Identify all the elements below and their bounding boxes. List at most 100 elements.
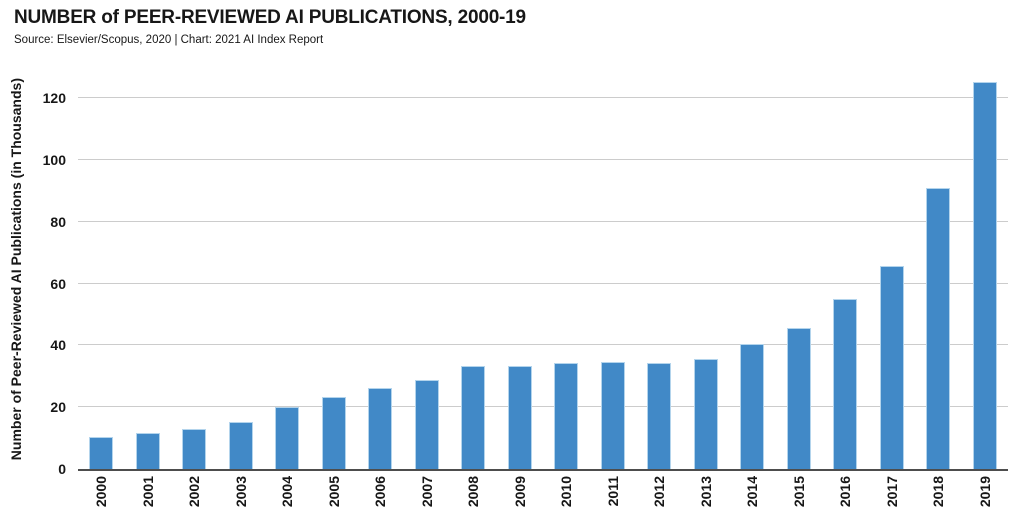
x-tick-slot-2008: 2008 — [450, 476, 497, 526]
x-tick-label-2008: 2008 — [465, 476, 482, 508]
x-tick-slot-2006: 2006 — [357, 476, 404, 526]
x-tick-slot-2013: 2013 — [683, 476, 730, 526]
x-tick-slot-2019: 2019 — [962, 476, 1009, 526]
gridline-60 — [78, 282, 1008, 284]
gridline-100 — [78, 159, 1008, 161]
x-tick-label-2003: 2003 — [232, 476, 249, 508]
bar-2010 — [554, 363, 579, 469]
x-tick-slot-2015: 2015 — [776, 476, 823, 526]
bar-2013 — [693, 359, 718, 469]
y-tick-label-40: 40 — [50, 337, 66, 354]
bar-slot-2018 — [915, 188, 962, 469]
y-tick-label-80: 80 — [50, 213, 66, 230]
bar-slot-2011 — [590, 362, 637, 469]
y-tick-label-120: 120 — [42, 90, 66, 107]
x-tick-label-2012: 2012 — [651, 476, 668, 508]
x-tick-label-2001: 2001 — [139, 476, 156, 508]
bar-slot-2015 — [776, 328, 823, 469]
x-tick-slot-2000: 2000 — [78, 476, 125, 526]
chart-source-caption: Source: Elsevier/Scopus, 2020 | Chart: 2… — [14, 34, 324, 46]
x-tick-label-2015: 2015 — [790, 476, 807, 508]
x-tick-label-2016: 2016 — [837, 476, 854, 508]
bar-2004 — [275, 407, 300, 469]
bar-slot-2019 — [962, 82, 1009, 469]
bar-2018 — [926, 188, 951, 469]
x-tick-slot-2017: 2017 — [869, 476, 916, 526]
x-axis-tick-labels: 2000 2001 2002 2003 2004 2005 2006 2007 2008 2009… — [78, 476, 1008, 526]
bar-2009 — [507, 366, 532, 469]
x-tick-slot-2003: 2003 — [218, 476, 265, 526]
gridline-80 — [78, 220, 1008, 222]
bar-2017 — [879, 266, 904, 469]
x-tick-slot-2001: 2001 — [125, 476, 172, 526]
bar-2016 — [833, 299, 858, 469]
bar-2008 — [461, 366, 486, 469]
bar-slot-2016 — [822, 299, 869, 469]
bar-slot-2017 — [869, 266, 916, 469]
x-tick-slot-2005: 2005 — [311, 476, 358, 526]
bar-2002 — [182, 429, 207, 469]
bar-slot-2014 — [729, 344, 776, 469]
x-tick-slot-2009: 2009 — [497, 476, 544, 526]
bar-slot-2009 — [497, 366, 544, 469]
x-tick-label-2011: 2011 — [604, 476, 621, 507]
x-tick-label-2010: 2010 — [558, 476, 575, 508]
x-tick-label-2006: 2006 — [372, 476, 389, 508]
x-tick-slot-2010: 2010 — [543, 476, 590, 526]
x-tick-label-2002: 2002 — [186, 476, 203, 508]
bar-slot-2002 — [171, 429, 218, 469]
x-tick-label-2000: 2000 — [93, 476, 110, 508]
x-tick-label-2017: 2017 — [883, 476, 900, 508]
y-tick-label-0: 0 — [58, 461, 66, 477]
x-tick-label-2018: 2018 — [930, 476, 947, 508]
bar-2003 — [228, 422, 253, 469]
y-axis-tick-labels: 0 20 40 60 80 100 120 — [0, 69, 66, 477]
bar-slot-2003 — [218, 422, 265, 469]
x-tick-slot-2016: 2016 — [822, 476, 869, 526]
bar-2000 — [89, 437, 114, 469]
bar-slot-2000 — [78, 437, 125, 469]
bar-2001 — [135, 433, 160, 469]
bar-2012 — [647, 363, 672, 469]
bar-2019 — [972, 82, 997, 469]
plot-area — [78, 69, 1008, 471]
y-tick-label-20: 20 — [50, 399, 66, 416]
x-tick-slot-2002: 2002 — [171, 476, 218, 526]
x-tick-slot-2018: 2018 — [915, 476, 962, 526]
bar-slot-2004 — [264, 407, 311, 469]
bar-series — [78, 69, 1008, 469]
x-axis-line — [78, 469, 1008, 471]
bar-slot-2008 — [450, 366, 497, 469]
bar-2006 — [368, 388, 393, 469]
x-tick-slot-2007: 2007 — [404, 476, 451, 526]
bar-2005 — [321, 397, 346, 469]
x-tick-slot-2004: 2004 — [264, 476, 311, 526]
x-tick-slot-2011: 2011 — [590, 476, 637, 526]
bar-slot-2005 — [311, 397, 358, 469]
y-tick-label-60: 60 — [50, 275, 66, 292]
bar-slot-2001 — [125, 433, 172, 469]
x-tick-label-2013: 2013 — [697, 476, 714, 508]
x-tick-label-2005: 2005 — [325, 476, 342, 508]
x-tick-slot-2012: 2012 — [636, 476, 683, 526]
x-tick-label-2019: 2019 — [976, 476, 993, 508]
gridline-20 — [78, 406, 1008, 408]
x-tick-label-2007: 2007 — [418, 476, 435, 508]
chart-title: NUMBER of PEER-REVIEWED AI PUBLICATIONS,… — [14, 7, 526, 28]
bar-2015 — [786, 328, 811, 469]
x-tick-slot-2014: 2014 — [729, 476, 776, 526]
x-tick-label-2009: 2009 — [511, 476, 528, 508]
bar-slot-2010 — [543, 363, 590, 469]
gridline-120 — [78, 97, 1008, 99]
bar-slot-2007 — [404, 380, 451, 469]
bar-slot-2012 — [636, 363, 683, 469]
bar-2007 — [414, 380, 439, 469]
bar-2011 — [600, 362, 625, 469]
y-tick-label-100: 100 — [42, 152, 66, 169]
x-tick-label-2004: 2004 — [279, 476, 296, 508]
gridline-40 — [78, 344, 1008, 346]
x-tick-label-2014: 2014 — [744, 476, 761, 508]
bar-2014 — [740, 344, 765, 469]
bar-slot-2006 — [357, 388, 404, 469]
bar-slot-2013 — [683, 359, 730, 469]
